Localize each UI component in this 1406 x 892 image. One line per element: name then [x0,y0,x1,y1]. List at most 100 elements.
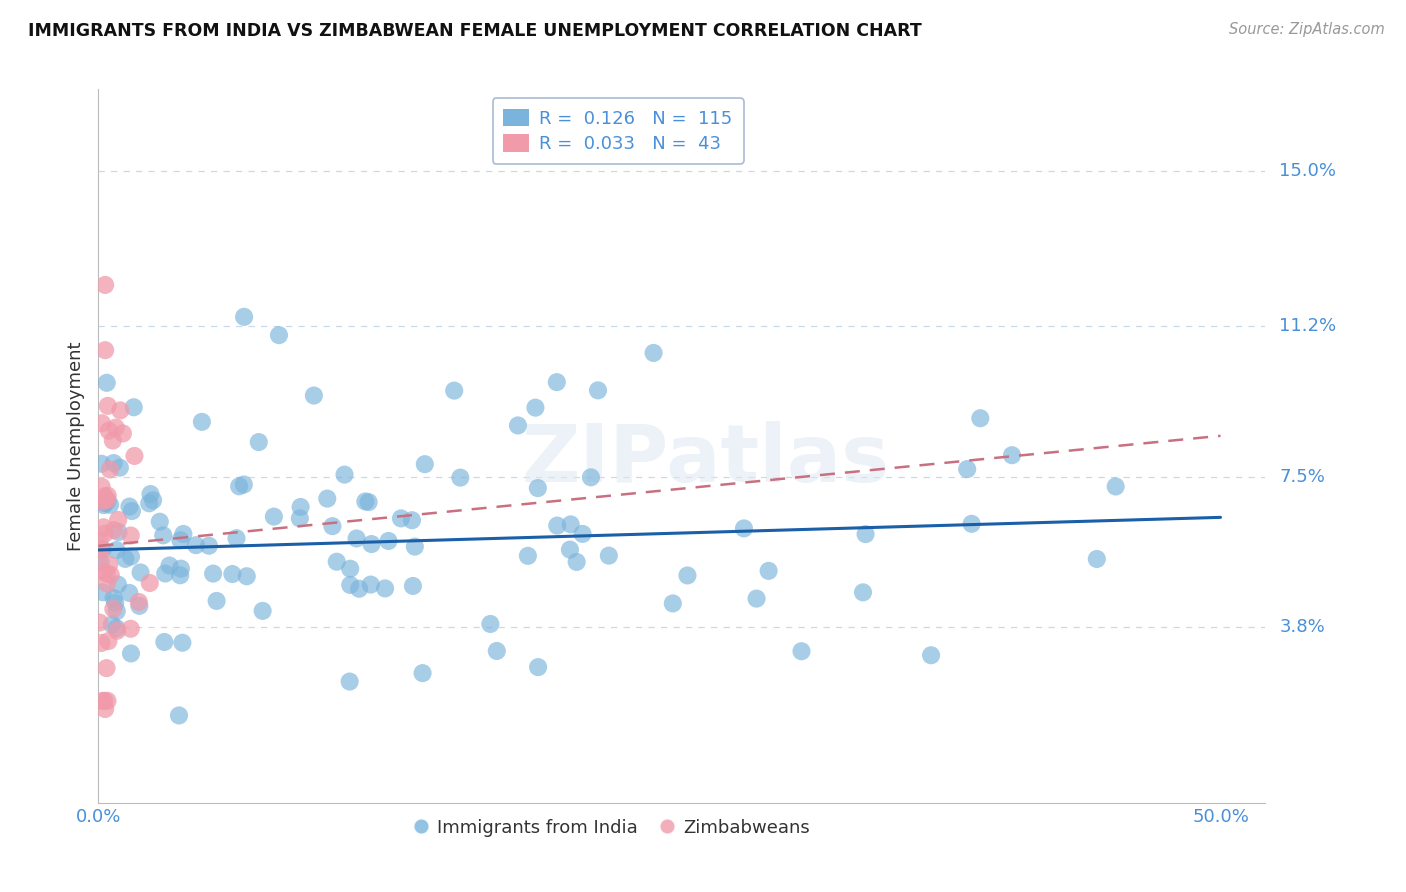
Immigrants from India [339,674,361,689]
Immigrants from India [558,542,581,557]
Immigrants from India [205,594,228,608]
Immigrants from India [108,460,131,475]
Zimbabweans [91,694,114,708]
Zimbabweans [93,492,115,507]
Immigrants from India [225,531,247,545]
Zimbabweans [120,528,142,542]
Y-axis label: Female Unemployment: Female Unemployment [66,342,84,550]
Zimbabweans [97,489,120,503]
Immigrants from India [325,555,347,569]
Immigrants from India [333,467,356,482]
Immigrants from India [565,555,588,569]
Immigrants from India [360,537,382,551]
Immigrants from India [152,528,174,542]
Zimbabweans [103,523,125,537]
Immigrants from India [169,533,191,548]
Immigrants from India [267,328,290,343]
Zimbabweans [124,449,146,463]
Immigrants from India [98,498,121,512]
Immigrants from India [389,511,412,525]
Immigrants from India [560,517,582,532]
Zimbabweans [89,533,111,548]
Immigrants from India [252,604,274,618]
Immigrants from India [247,435,270,450]
Immigrants from India [139,487,162,501]
Immigrants from India [172,527,194,541]
Immigrants from India [449,470,471,484]
Immigrants from India [479,617,502,632]
Immigrants from India [402,579,425,593]
Immigrants from India [184,538,207,552]
Zimbabweans [93,489,115,503]
Immigrants from India [232,477,254,491]
Immigrants from India [527,481,550,495]
Zimbabweans [104,420,127,434]
Zimbabweans [97,424,120,438]
Immigrants from India [758,564,780,578]
Immigrants from India [121,504,143,518]
Legend: Immigrants from India, Zimbabweans: Immigrants from India, Zimbabweans [406,812,817,844]
Immigrants from India [790,644,813,658]
Zimbabweans [89,546,111,560]
Zimbabweans [111,426,134,441]
Immigrants from India [101,617,124,632]
Immigrants from India [153,635,176,649]
Immigrants from India [316,491,339,506]
Immigrants from India [169,568,191,582]
Text: ZIPatlas: ZIPatlas [522,421,890,500]
Immigrants from India [228,479,250,493]
Immigrants from India [118,586,141,600]
Immigrants from India [149,515,172,529]
Zimbabweans [93,520,115,534]
Immigrants from India [91,585,114,599]
Immigrants from India [852,585,875,599]
Text: 11.2%: 11.2% [1279,317,1337,334]
Immigrants from India [142,493,165,508]
Immigrants from India [506,418,529,433]
Immigrants from India [104,596,127,610]
Immigrants from India [1105,479,1128,493]
Immigrants from India [93,496,115,510]
Zimbabweans [94,702,117,716]
Text: 3.8%: 3.8% [1279,618,1324,637]
Immigrants from India [339,562,361,576]
Immigrants from India [138,496,160,510]
Immigrants from India [302,388,325,402]
Immigrants from India [91,542,114,557]
Immigrants from India [969,411,991,425]
Zimbabweans [94,343,117,358]
Immigrants from India [122,401,145,415]
Zimbabweans [90,636,112,650]
Zimbabweans [94,526,117,541]
Immigrants from India [485,644,508,658]
Immigrants from India [357,495,380,509]
Immigrants from India [114,552,136,566]
Immigrants from India [960,516,983,531]
Immigrants from India [745,591,768,606]
Immigrants from India [191,415,214,429]
Zimbabweans [94,277,117,292]
Zimbabweans [100,568,122,582]
Zimbabweans [96,661,118,675]
Text: Source: ZipAtlas.com: Source: ZipAtlas.com [1229,22,1385,37]
Immigrants from India [233,310,256,324]
Zimbabweans [90,480,112,494]
Immigrants from India [128,599,150,613]
Immigrants from India [118,500,141,514]
Zimbabweans [93,694,115,708]
Immigrants from India [105,621,128,635]
Immigrants from India [404,540,426,554]
Immigrants from India [733,521,755,535]
Zimbabweans [91,416,114,430]
Immigrants from India [374,582,396,596]
Immigrants from India [202,566,225,581]
Immigrants from India [346,532,368,546]
Immigrants from India [412,666,434,681]
Immigrants from India [920,648,942,663]
Immigrants from India [107,577,129,591]
Immigrants from India [571,527,593,541]
Immigrants from India [96,376,118,390]
Immigrants from India [288,511,311,525]
Immigrants from India [153,566,176,581]
Immigrants from India [339,578,361,592]
